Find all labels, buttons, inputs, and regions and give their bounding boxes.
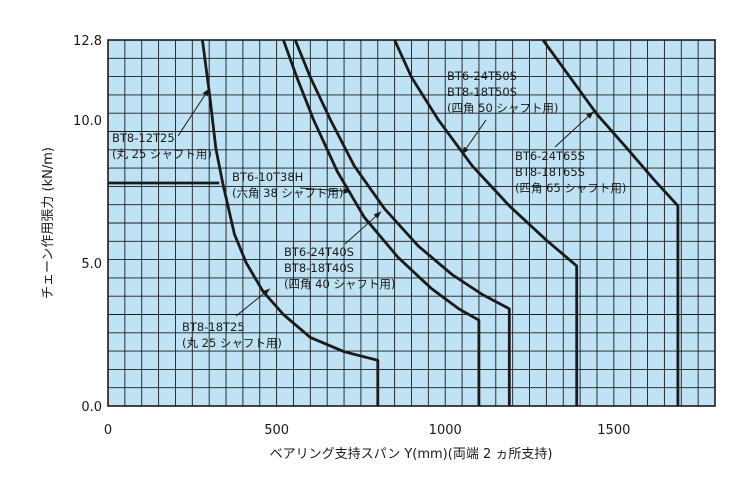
y-tick-labels: 0.0 5.0 10.0 12.8 [73,34,102,415]
x-tick-label: 0 [104,423,112,438]
x-tick-label: 1500 [597,423,630,438]
annotation-text: BT8-18T40S [284,261,354,275]
x-tick-labels: 0 500 1000 1500 [104,423,631,438]
annotation-arrowhead [373,211,382,219]
annotation-arrowhead [462,146,469,155]
annotation-4: BT8-18T25 (丸 25 シャフト用) [182,288,282,350]
annotation-text: BT8-18T50S [447,85,517,99]
x-axis-label: ベアリング支持スパン Y(mm)(両端 2 ヵ所支持) [270,447,553,462]
y-tick-label: 12.8 [73,34,102,49]
annotation-5: BT6-24T50S BT8-18T50S (四角 50 シャフト用) [447,69,558,155]
annotation-3: BT6-24T40S BT8-18T40S (四角 40 シャフト用) [284,211,395,291]
plot-border [107,39,716,407]
y-tick-label: 0.0 [81,400,102,415]
series-line-4 [293,39,511,406]
curves [108,39,680,406]
annotation-text: BT8-18T25 [182,320,245,334]
annotation-arrowhead [202,88,210,97]
annotation-text: BT8-12T25 [112,131,175,145]
annotation-arrowhead [262,288,270,296]
annotation-leader [299,187,351,193]
x-tick-label: 500 [264,423,289,438]
annotation-text: (四角 65 シャフト用) [515,181,626,195]
annotation-text: (丸 25 シャフト用) [182,336,282,350]
annotation-leader [554,111,594,148]
annotations: BT8-12T25 (丸 25 シャフト用) BT6-10T38H (六角 38 シャ… [112,69,626,350]
annotation-leader [177,88,210,137]
annotation-text: (四角 50 シャフト用) [447,101,558,115]
annotation-6: BT6-24T65S BT8-18T65S (四角 65 シャフト用) [515,111,626,195]
y-tick-label: 10.0 [73,114,102,129]
annotation-2: BT6-10T38H (六角 38 シャフト用) [232,170,351,200]
annotation-arrowhead [586,111,594,119]
series-line-2 [201,39,380,406]
annotation-text: BT8-18T65S [515,165,585,179]
y-axis-label: チェーン作用張力 (kN/m) [41,147,56,299]
annotation-text: BT6-24T40S [284,245,354,259]
x-tick-label: 1000 [429,423,462,438]
y-tick-label: 5.0 [81,257,102,272]
series-line-5 [393,39,579,406]
annotation-1: BT8-12T25 (丸 25 シャフト用) [112,88,212,161]
annotation-leader [344,211,382,245]
annotation-text: (六角 38 シャフト用) [232,186,343,200]
annotation-text: BT6-24T50S [447,69,517,83]
annotation-text: (丸 25 シャフト用) [112,147,212,161]
annotation-text: BT6-24T65S [515,149,585,163]
annotation-text: BT6-10T38H [232,170,303,184]
annotation-arrowhead [343,188,351,194]
series-line-6 [541,39,680,406]
grid [108,40,715,406]
annotation-text: (四角 40 シャフト用) [284,277,395,291]
series-line-3 [282,39,481,406]
